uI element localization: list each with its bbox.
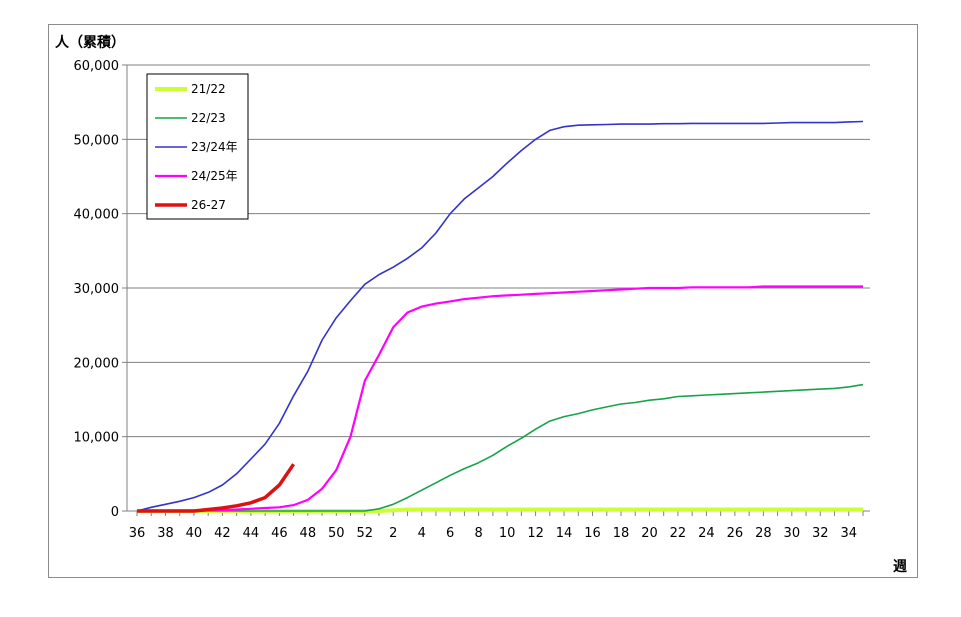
x-tick-label: 50 [328, 526, 345, 541]
y-tick-label: 40,000 [74, 208, 120, 223]
x-axis-label: 週 [893, 559, 907, 575]
x-tick-label: 34 [840, 526, 857, 541]
legend: 21/22 22/23 23/24年 24/25年 26-27 [146, 73, 249, 220]
legend-label: 21/22 [191, 82, 226, 96]
x-tick-label: 10 [499, 526, 516, 541]
x-tick-label: 24 [698, 526, 715, 541]
y-tick-label: 60,000 [74, 59, 120, 74]
x-tick-label: 52 [356, 526, 373, 541]
x-tick-label: 2 [389, 526, 397, 541]
legend-label: 26-27 [191, 198, 226, 212]
x-tick-label: 4 [418, 526, 426, 541]
x-tick-label: 14 [556, 526, 573, 541]
x-tick-label: 6 [446, 526, 454, 541]
y-axis-label: 人（累積） [55, 34, 125, 51]
x-tick-label: 22 [670, 526, 687, 541]
y-tick-label: 30,000 [74, 282, 120, 297]
x-tick-label: 12 [527, 526, 544, 541]
x-tick-label: 16 [584, 526, 601, 541]
series-line-2 [136, 120, 864, 512]
grid-lines [122, 64, 870, 512]
chart-frame: 人（累積） 週 0 10,000 20,000 30,000 40,000 50,000 6… [48, 24, 918, 578]
x-tick-label: 40 [186, 526, 203, 541]
x-tick-label: 46 [271, 526, 288, 541]
x-axis-ticks: 36 38 40 42 44 46 48 50 52 2 4 6 8 10 12 14 16 18 20 22 24 26… [129, 511, 864, 541]
y-tick-label: 10,000 [74, 431, 120, 446]
x-tick-label: 42 [214, 526, 231, 541]
x-tick-label: 36 [129, 526, 146, 541]
y-tick-label: 20,000 [74, 356, 120, 371]
series-line-4 [137, 463, 296, 513]
line-chart: 人（累積） 週 0 10,000 20,000 30,000 40,000 50,000 6… [55, 34, 907, 575]
legend-label: 22/23 [191, 111, 226, 125]
y-tick-label: 0 [111, 505, 119, 520]
x-tick-label: 32 [812, 526, 829, 541]
y-tick-label: 50,000 [74, 133, 120, 148]
series-line-1 [137, 383, 864, 512]
x-tick-label: 8 [475, 526, 483, 541]
x-tick-label: 26 [727, 526, 744, 541]
series-lines [136, 120, 864, 513]
x-tick-label: 18 [613, 526, 630, 541]
x-tick-label: 20 [641, 526, 658, 541]
legend-label: 23/24年 [191, 140, 238, 154]
x-tick-label: 38 [157, 526, 174, 541]
series-line-3 [137, 285, 863, 513]
x-tick-label: 30 [784, 526, 801, 541]
legend-label: 24/25年 [191, 169, 238, 183]
x-tick-label: 48 [300, 526, 317, 541]
y-axis-ticks: 0 10,000 20,000 30,000 40,000 50,000 60,000 [74, 59, 120, 520]
x-tick-label: 28 [755, 526, 772, 541]
x-tick-label: 44 [243, 526, 260, 541]
